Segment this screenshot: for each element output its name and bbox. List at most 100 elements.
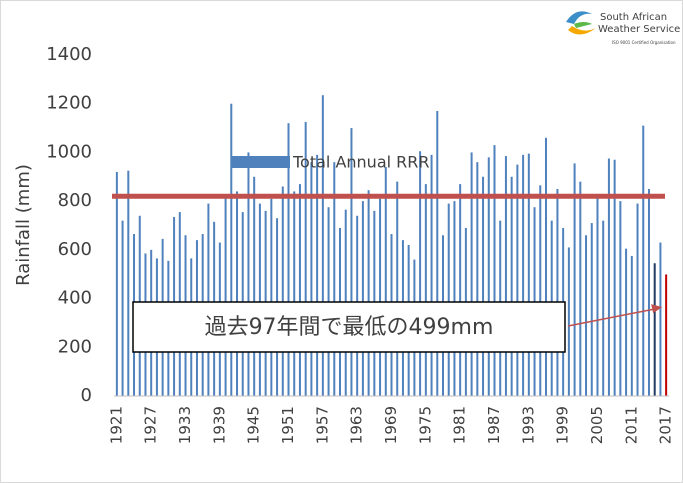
bar bbox=[258, 203, 261, 396]
bar bbox=[230, 103, 233, 396]
arrow-head bbox=[651, 304, 663, 314]
logo-text: Weather Service bbox=[598, 24, 680, 35]
y-axis-label: Rainfall (mm) bbox=[13, 164, 34, 286]
bar bbox=[482, 176, 485, 396]
bar bbox=[493, 145, 496, 396]
logo-swirl bbox=[574, 22, 592, 28]
y-tick-label: 1400 bbox=[46, 44, 92, 65]
x-tick-label: 2005 bbox=[588, 406, 606, 444]
bar bbox=[396, 181, 399, 396]
bar bbox=[504, 156, 507, 396]
bar bbox=[665, 274, 668, 396]
bar bbox=[115, 171, 118, 396]
bar bbox=[333, 162, 336, 396]
y-tick-label: 400 bbox=[58, 288, 92, 309]
x-tick-label: 1927 bbox=[142, 406, 160, 444]
bar bbox=[510, 176, 513, 396]
bar bbox=[287, 123, 290, 396]
bar bbox=[316, 154, 319, 396]
bar bbox=[379, 198, 382, 396]
bar bbox=[350, 128, 353, 397]
bar bbox=[630, 255, 633, 396]
bar bbox=[430, 154, 433, 396]
bar bbox=[585, 235, 588, 396]
bar bbox=[579, 181, 582, 396]
x-tick-label: 2011 bbox=[622, 406, 640, 444]
y-tick-label: 0 bbox=[81, 385, 92, 406]
bar bbox=[567, 247, 570, 396]
annotation-text: 過去97年間で最低の499mm bbox=[205, 315, 494, 340]
bar bbox=[590, 223, 593, 396]
bar bbox=[304, 121, 307, 396]
bar bbox=[361, 201, 364, 396]
x-tick-label: 1975 bbox=[416, 406, 434, 444]
x-tick-label: 1987 bbox=[485, 406, 503, 444]
bar bbox=[516, 164, 519, 396]
x-tick-label: 1951 bbox=[279, 406, 297, 444]
bar bbox=[424, 184, 427, 396]
annotation-box bbox=[132, 301, 566, 353]
bar bbox=[298, 184, 301, 396]
bar bbox=[607, 158, 610, 396]
x-tick-label: 2017 bbox=[657, 406, 675, 444]
bar bbox=[419, 151, 422, 396]
bar bbox=[207, 203, 210, 396]
y-tick-label: 1200 bbox=[46, 93, 92, 114]
bar bbox=[653, 263, 656, 396]
y-tick-label: 600 bbox=[58, 239, 92, 260]
bar bbox=[539, 185, 542, 396]
bar bbox=[367, 190, 370, 396]
y-tick-label: 200 bbox=[58, 336, 92, 357]
bar bbox=[253, 176, 256, 396]
bar bbox=[647, 188, 650, 396]
bar bbox=[602, 220, 605, 396]
bar bbox=[384, 167, 387, 396]
x-tick-label: 1981 bbox=[451, 406, 469, 444]
bar bbox=[127, 170, 130, 396]
logo-text: ISO 9001 Certified Organisation bbox=[612, 40, 676, 45]
x-tick-label: 1969 bbox=[382, 406, 400, 444]
bar bbox=[281, 186, 284, 396]
bar bbox=[596, 197, 599, 396]
bar bbox=[270, 198, 273, 396]
x-tick-label: 1945 bbox=[245, 406, 263, 444]
bar bbox=[310, 162, 313, 396]
bar bbox=[642, 125, 645, 396]
bar bbox=[236, 191, 239, 396]
x-tick-label: 1999 bbox=[554, 406, 572, 444]
annotation-arrow bbox=[567, 308, 655, 327]
y-tick-label: 800 bbox=[58, 190, 92, 211]
x-tick-label: 1939 bbox=[210, 406, 228, 444]
bar bbox=[522, 154, 525, 396]
x-tick-label: 1993 bbox=[519, 406, 537, 444]
logo: South African Weather Service ISO 9001 C… bbox=[566, 11, 680, 45]
bar bbox=[544, 137, 547, 397]
legend-label: Total Annual RRR bbox=[292, 153, 430, 172]
bar bbox=[293, 191, 296, 396]
bar bbox=[625, 248, 628, 396]
bar bbox=[556, 188, 559, 396]
bar bbox=[459, 184, 462, 396]
bar bbox=[619, 201, 622, 396]
bar bbox=[613, 159, 616, 396]
y-tick-label: 1000 bbox=[46, 141, 92, 162]
bar bbox=[247, 152, 250, 396]
bar bbox=[321, 95, 324, 397]
legend-swatch bbox=[232, 156, 290, 168]
logo-swirl bbox=[568, 26, 596, 35]
logo-swirl bbox=[566, 11, 592, 24]
bar bbox=[224, 196, 227, 396]
bar bbox=[121, 220, 124, 396]
bar bbox=[487, 157, 490, 396]
x-tick-label: 1963 bbox=[348, 406, 366, 444]
bar bbox=[636, 203, 639, 396]
x-tick-label: 1957 bbox=[313, 406, 331, 444]
bar bbox=[470, 152, 473, 396]
bar bbox=[447, 203, 450, 396]
bar bbox=[659, 242, 662, 396]
bar bbox=[453, 201, 456, 396]
logo-text: South African bbox=[600, 12, 667, 23]
bar bbox=[476, 162, 479, 396]
